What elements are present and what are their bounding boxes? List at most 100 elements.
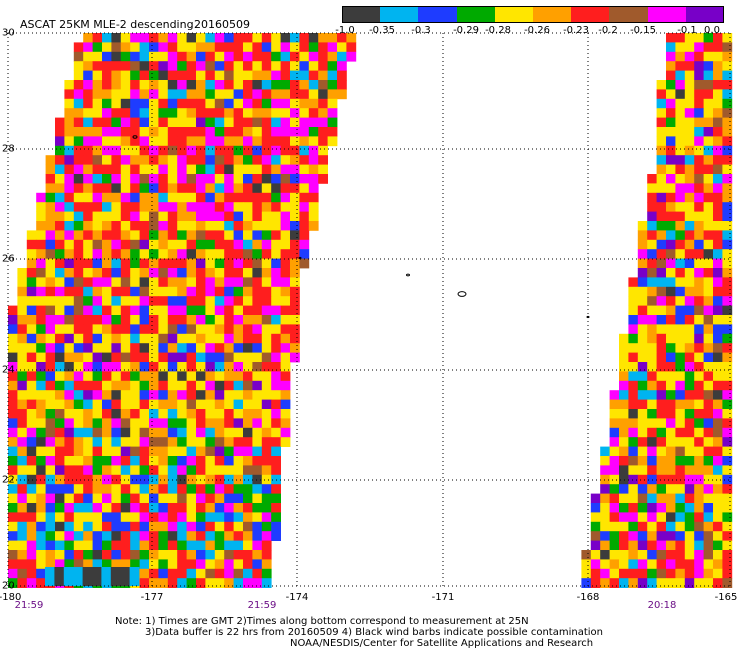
swath-cell <box>73 268 84 278</box>
swath-cell <box>111 42 122 53</box>
colorbar-swatch <box>685 6 725 23</box>
swath-cell <box>713 324 723 335</box>
swath-cell <box>694 136 704 147</box>
swath-cell <box>590 559 601 570</box>
swath-cell <box>647 409 657 419</box>
swath-cell <box>609 521 620 532</box>
swath-cell <box>64 145 75 156</box>
swath-cell <box>703 268 714 278</box>
swath-cell <box>694 352 704 363</box>
swath-cell <box>36 315 46 325</box>
swath-cell <box>167 164 178 175</box>
swath-cell <box>675 230 686 241</box>
swath-cell <box>327 136 338 147</box>
swath-cell <box>628 371 639 382</box>
swath-cell <box>186 98 197 109</box>
swath-cell <box>280 192 291 203</box>
swath-cell <box>92 239 103 250</box>
swath-cell <box>130 484 140 494</box>
swath-cell <box>214 390 225 400</box>
swath-cell <box>684 268 695 278</box>
swath-cell <box>271 493 281 504</box>
swath-cell <box>647 512 657 523</box>
swath-cell <box>675 578 686 588</box>
swath-cell <box>703 61 714 71</box>
swath-cell <box>149 540 159 551</box>
swath-cell <box>233 305 244 316</box>
swath-cell <box>158 98 169 109</box>
swath-cell <box>130 136 140 147</box>
swath-cell <box>666 211 676 222</box>
swath-cell <box>205 211 216 222</box>
swath-cell <box>111 305 122 316</box>
swath-cell <box>120 324 131 335</box>
swath-cell <box>102 437 112 447</box>
swath-cell <box>703 427 714 438</box>
swath-cell <box>271 437 281 447</box>
swath-cell <box>102 550 112 560</box>
swath-cell <box>224 249 234 259</box>
swath-cell <box>196 371 206 382</box>
swath-cell <box>92 465 103 476</box>
swath-cell <box>299 136 310 147</box>
swath-cell <box>713 540 723 551</box>
swath-cell <box>139 512 150 523</box>
swath-cell <box>205 192 216 203</box>
swath-cell <box>233 578 244 588</box>
swath-cell <box>261 286 272 297</box>
swath-cell <box>243 145 253 156</box>
swath-cell <box>196 493 206 504</box>
lon-label-180: -180 <box>0 592 22 603</box>
swath-cell <box>280 33 291 43</box>
swath-cell <box>628 352 639 363</box>
swath-cell <box>684 164 695 175</box>
swath-cell <box>271 343 281 353</box>
swath-cell <box>243 343 253 353</box>
swath-cell <box>722 456 733 466</box>
swath-cell <box>637 474 648 485</box>
swath-cell <box>637 465 648 476</box>
swath-cell <box>111 352 122 363</box>
swath-cell <box>252 503 263 513</box>
swath-cell <box>130 521 140 532</box>
swath-cell <box>158 211 169 222</box>
swath-cell <box>130 324 140 335</box>
swath-cell <box>196 550 206 560</box>
swath-cell <box>177 446 187 457</box>
swath-cell <box>722 531 733 541</box>
swath-cell <box>619 333 629 344</box>
swath-cell <box>83 221 93 231</box>
swath-cell <box>36 296 46 306</box>
swath-cell <box>139 108 150 118</box>
swath-cell <box>120 343 131 353</box>
swath-cell <box>102 390 112 400</box>
swath-cell <box>214 202 225 212</box>
swath-cell <box>45 456 56 466</box>
swath-cell <box>722 61 733 71</box>
swath-cell <box>684 390 695 400</box>
swath-cell <box>694 521 704 532</box>
swath-cell <box>120 362 131 372</box>
swath-cell <box>167 296 178 306</box>
swath-cell <box>280 315 291 325</box>
swath-cell <box>261 399 272 410</box>
swath-cell <box>83 512 93 523</box>
swath-cell <box>64 164 75 175</box>
swath-cell <box>656 80 667 90</box>
swath-cell <box>120 286 131 297</box>
swath-cell <box>703 315 714 325</box>
swath-cell <box>703 183 714 194</box>
swath-cell <box>214 155 225 165</box>
swath-cell <box>177 427 187 438</box>
swath-cell <box>252 127 263 137</box>
swath-cell <box>55 221 65 231</box>
swath-cell <box>280 136 291 147</box>
swath-cell <box>684 221 695 231</box>
swath-cell <box>177 108 187 118</box>
swath-cell <box>675 324 686 335</box>
swath-cell <box>120 258 131 269</box>
swath-cell <box>684 127 695 137</box>
swath-cell <box>713 192 723 203</box>
swath-cell <box>694 239 704 250</box>
swath-cell <box>637 446 648 457</box>
